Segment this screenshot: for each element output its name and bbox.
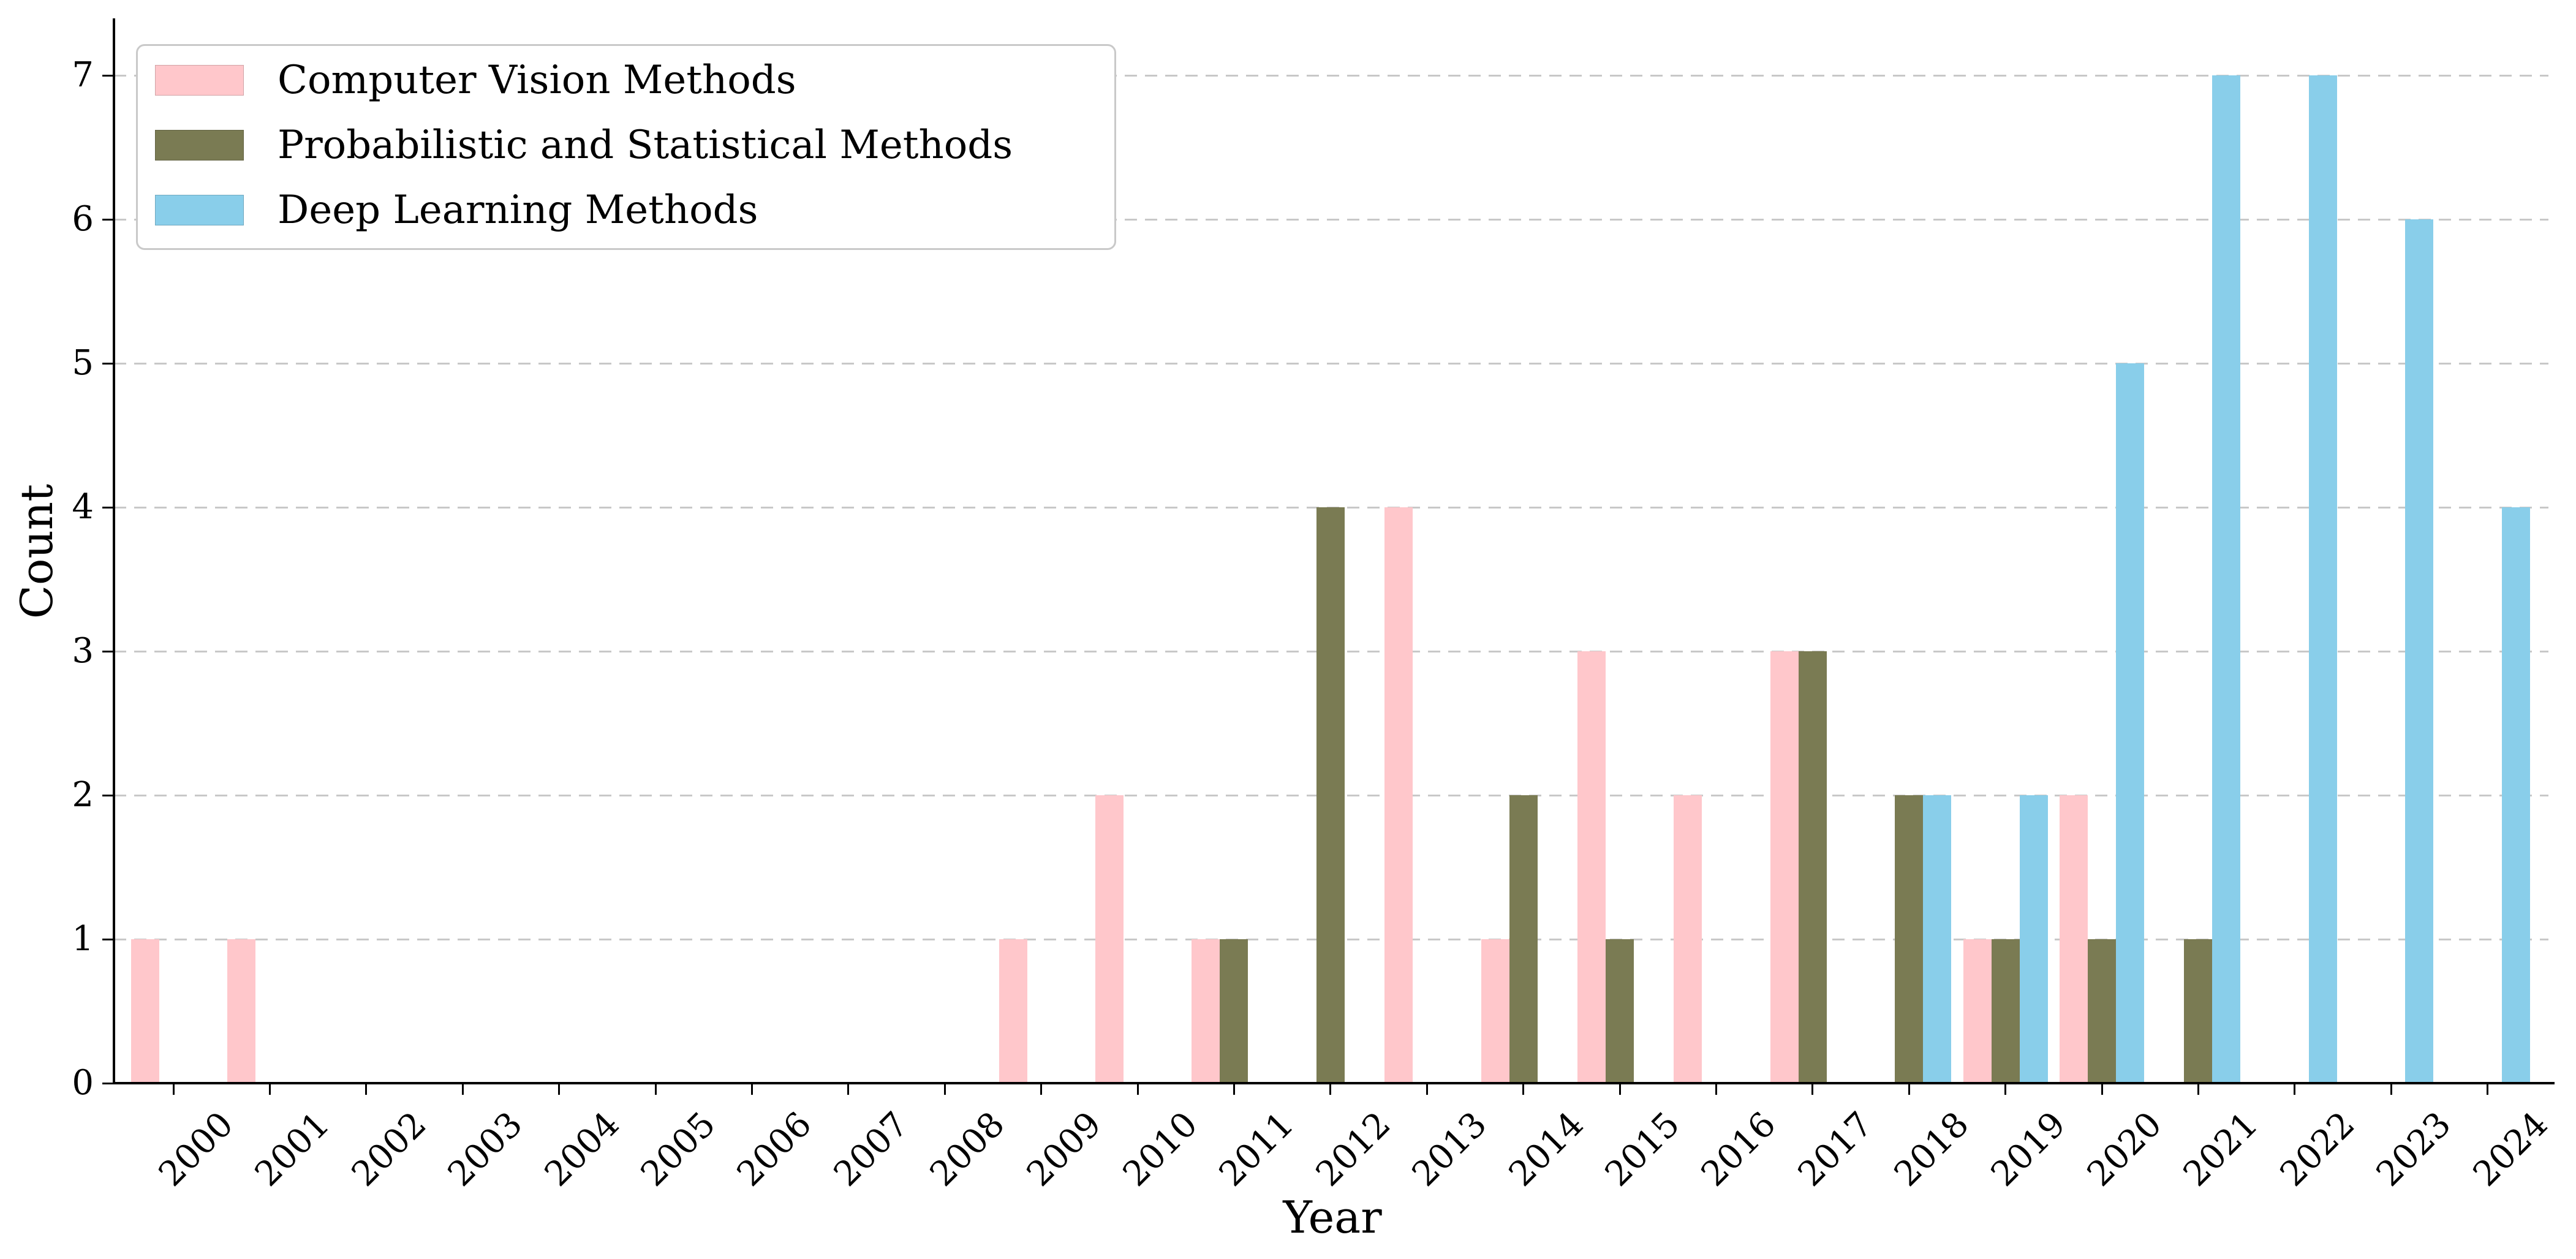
x-tickmark-2011 (1233, 1084, 1235, 1095)
x-tickmark-2004 (558, 1084, 561, 1095)
bar-2001-s0 (227, 939, 256, 1083)
bar-2015-s0 (1577, 651, 1606, 1083)
legend-label: Computer Vision Methods (278, 58, 796, 103)
y-tickmark-7 (102, 74, 113, 77)
bar-2015-s1 (1606, 939, 1634, 1083)
y-tickmark-2 (102, 794, 113, 796)
x-tickmark-2008 (943, 1084, 946, 1095)
legend: Computer Vision Methods Probabilistic an… (136, 44, 1116, 250)
x-tickmark-2020 (2101, 1084, 2103, 1095)
x-tickmark-2000 (172, 1084, 175, 1095)
x-tickmark-2016 (1715, 1084, 1717, 1095)
legend-swatch-probabilistic-statistical (155, 130, 244, 161)
x-tickmark-2002 (365, 1084, 368, 1095)
x-tickmark-2007 (847, 1084, 850, 1095)
legend-swatch-deep-learning (155, 195, 244, 225)
bar-2011-s1 (1220, 939, 1248, 1083)
bar-2020-s0 (2060, 795, 2088, 1083)
bar-2019-s1 (1991, 939, 2020, 1083)
gridline-y7 (114, 74, 2548, 77)
y-tick-label-0: 0 (72, 1063, 94, 1103)
y-tick-label-3: 3 (72, 631, 94, 671)
x-tickmark-2005 (654, 1084, 657, 1095)
x-tickmark-2022 (2294, 1084, 2296, 1095)
x-tickmark-2024 (2487, 1084, 2489, 1095)
bar-2021-s1 (2184, 939, 2213, 1083)
gridline-y6 (114, 218, 2548, 221)
bar-2022-s2 (2308, 75, 2337, 1083)
x-tickmark-2010 (1136, 1084, 1139, 1095)
bar-2020-s2 (2116, 363, 2144, 1083)
bar-2019-s2 (2019, 795, 2048, 1083)
legend-item: Probabilistic and Statistical Methods (155, 123, 1114, 168)
y-tickmark-1 (102, 938, 113, 940)
bar-2000-s0 (131, 939, 159, 1083)
y-tick-label-6: 6 (72, 199, 94, 239)
x-axis-title: Year (1283, 1192, 1382, 1243)
x-tickmark-2018 (1908, 1084, 1910, 1095)
y-tickmark-5 (102, 362, 113, 365)
bar-2014-s1 (1509, 795, 1538, 1083)
bar-2020-s1 (2088, 939, 2116, 1083)
bar-2021-s2 (2212, 75, 2241, 1083)
bar-2014-s0 (1481, 939, 1509, 1083)
legend-item: Deep Learning Methods (155, 187, 1114, 233)
x-tickmark-2021 (2197, 1084, 2199, 1095)
x-tickmark-2001 (268, 1084, 271, 1095)
y-tickmark-4 (102, 506, 113, 509)
x-tickmark-2012 (1329, 1084, 1332, 1095)
bar-2011-s0 (1192, 939, 1220, 1083)
y-tickmark-0 (102, 1082, 113, 1084)
x-tickmark-2009 (1040, 1084, 1043, 1095)
x-tickmark-2006 (750, 1084, 753, 1095)
y-tick-label-2: 2 (72, 775, 94, 815)
bar-2017-s1 (1798, 651, 1827, 1083)
x-tickmark-2015 (1618, 1084, 1621, 1095)
legend-swatch-computer-vision (155, 65, 244, 96)
bar-2010-s0 (1095, 795, 1124, 1083)
y-tickmark-6 (102, 218, 113, 221)
y-axis-title: Count (11, 483, 62, 619)
y-axis-spine (113, 18, 115, 1084)
bar-2018-s1 (1895, 795, 1924, 1083)
x-tickmark-2014 (1522, 1084, 1525, 1095)
x-tickmark-2019 (2004, 1084, 2007, 1095)
bar-2013-s0 (1384, 507, 1413, 1083)
x-tickmark-2023 (2390, 1084, 2392, 1095)
x-tickmark-2003 (461, 1084, 464, 1095)
bar-2024-s2 (2501, 507, 2530, 1083)
bar-2012-s1 (1316, 507, 1345, 1083)
legend-label: Probabilistic and Statistical Methods (278, 123, 1013, 168)
bar-2018-s2 (1923, 795, 1952, 1083)
bar-2016-s0 (1674, 795, 1702, 1083)
x-axis-spine (113, 1082, 2555, 1084)
legend-label: Deep Learning Methods (278, 187, 758, 233)
y-tick-label-4: 4 (72, 487, 94, 527)
bar-2009-s0 (999, 939, 1027, 1083)
x-tickmark-2013 (1426, 1084, 1428, 1095)
legend-item: Computer Vision Methods (155, 58, 1114, 103)
bar-2023-s2 (2405, 219, 2434, 1083)
y-tickmark-3 (102, 650, 113, 652)
y-tick-label-5: 5 (72, 343, 94, 383)
bar-2019-s0 (1963, 939, 1992, 1083)
x-tickmark-2017 (1811, 1084, 1814, 1095)
gridline-y5 (114, 362, 2548, 365)
bar-2017-s0 (1770, 651, 1799, 1083)
y-tick-label-7: 7 (72, 55, 94, 95)
y-tick-label-1: 1 (72, 919, 94, 959)
